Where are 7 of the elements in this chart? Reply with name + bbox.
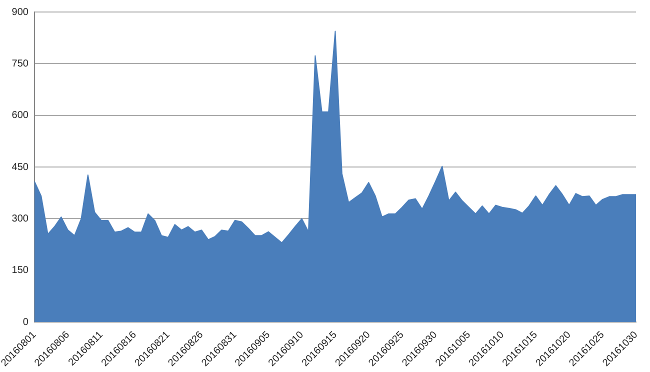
y-tick-label: 300 — [12, 213, 29, 224]
y-tick-label: 900 — [12, 6, 29, 18]
y-tick-label: 0 — [22, 316, 29, 328]
y-tick-label: 600 — [12, 110, 29, 122]
y-tick-label: 150 — [12, 265, 29, 276]
y-tick-label: 450 — [12, 162, 29, 173]
y-tick-label: 750 — [12, 58, 29, 70]
